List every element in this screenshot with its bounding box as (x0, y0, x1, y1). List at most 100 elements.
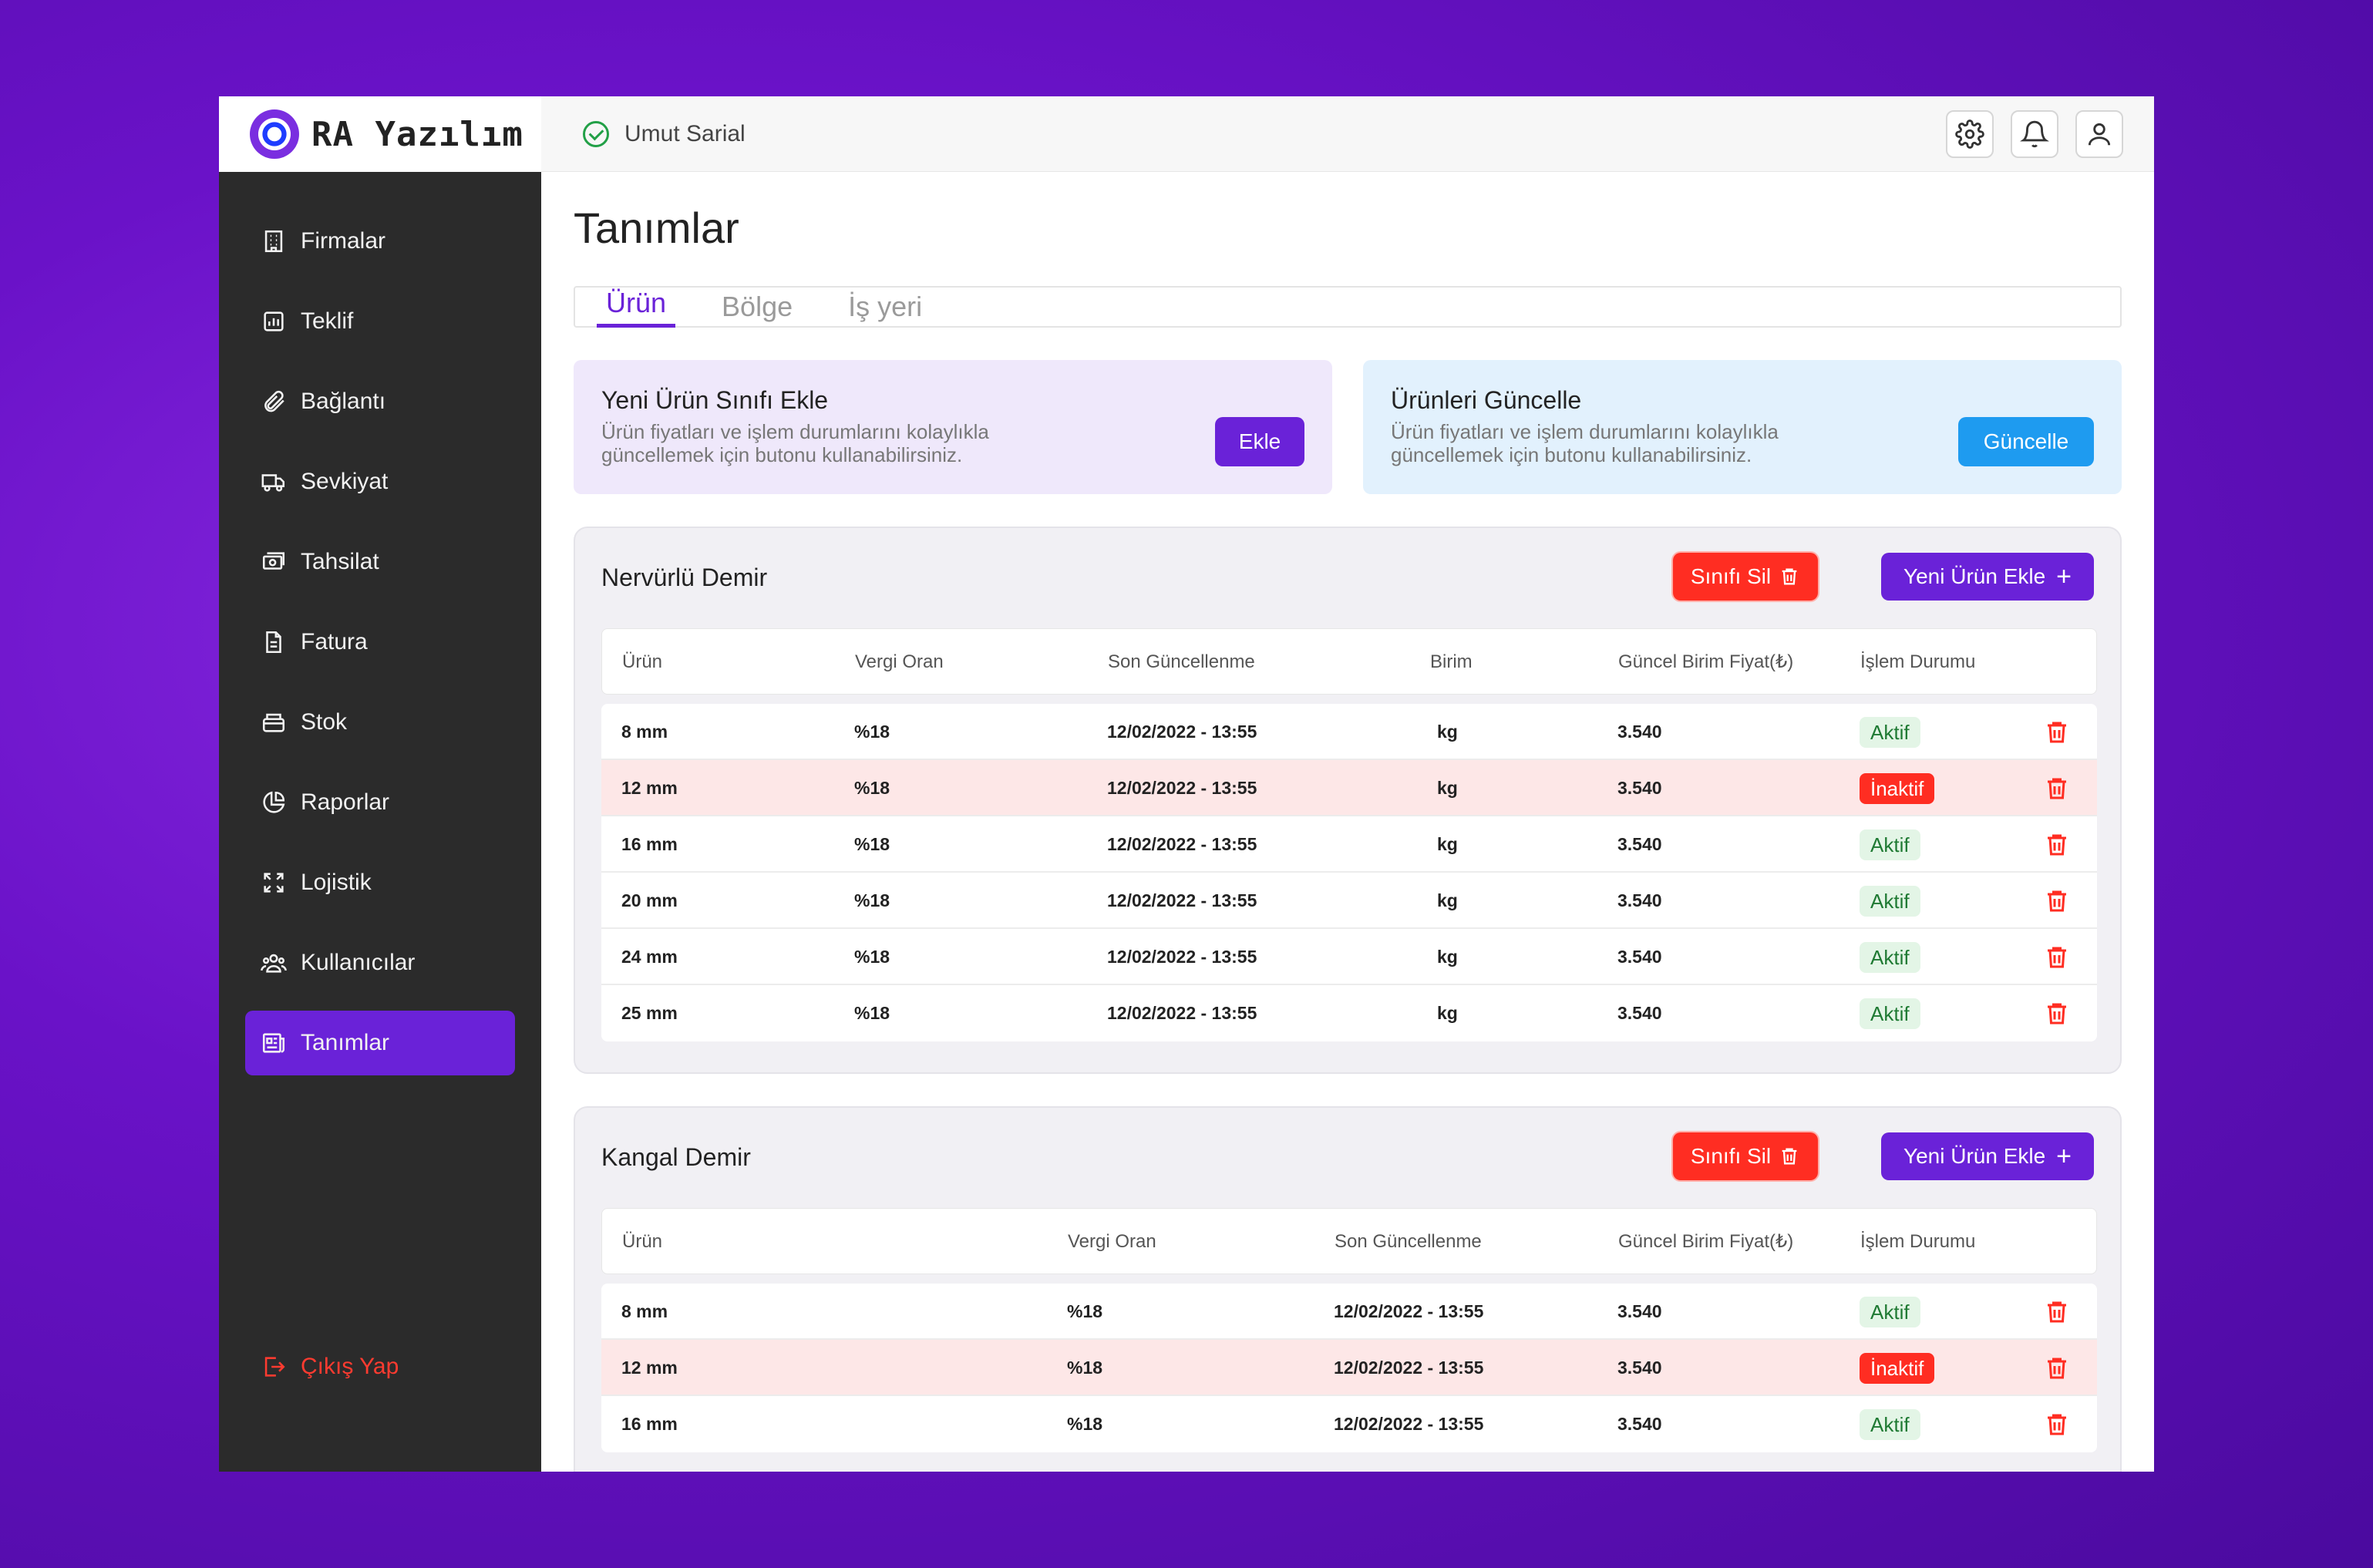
add-product-button[interactable]: Yeni Ürün Ekle + (1881, 1132, 2094, 1180)
column-header: Ürün (622, 1231, 663, 1252)
delete-row-button[interactable] (2043, 830, 2071, 860)
cell-vergi: %18 (854, 947, 890, 967)
table-row: 16 mm %18 12/02/2022 - 13:55 3.540 Aktif (601, 1396, 2097, 1452)
trash-icon (2048, 778, 2066, 799)
settings-button[interactable] (1946, 110, 1994, 158)
logo[interactable]: RA Yazılım (219, 96, 541, 172)
sidebar-item-lojistik[interactable]: Lojistik (245, 850, 515, 915)
sidebar-item-teklif[interactable]: Teklif (245, 289, 515, 354)
cell-fiyat: 3.540 (1617, 947, 1662, 967)
logo-text: RA Yazılım (311, 114, 523, 154)
sidebar-item-label: Stok (301, 709, 348, 735)
delete-class-label: Sınıfı Sil (1690, 1144, 1772, 1168)
table-row: 12 mm %18 12/02/2022 - 13:55 kg 3.540 İn… (601, 760, 2097, 816)
column-header: Vergi Oran (855, 651, 944, 672)
delete-row-button[interactable] (2043, 887, 2071, 916)
cell-urun: 8 mm (621, 1301, 668, 1321)
cell-birim: kg (1437, 947, 1458, 967)
delete-row-button[interactable] (2043, 1410, 2071, 1439)
tab-bolge[interactable]: Bölge (722, 291, 793, 322)
tab-urun[interactable]: Ürün (597, 287, 676, 328)
sidebar-item-baglanti[interactable]: Bağlantı (245, 369, 515, 434)
cell-fiyat: 3.540 (1617, 834, 1662, 854)
tab-is-yeri[interactable]: İş yeri (848, 291, 923, 322)
cell-tarih: 12/02/2022 - 13:55 (1107, 834, 1257, 854)
cell-vergi: %18 (854, 834, 890, 854)
document-icon (261, 629, 287, 655)
sidebar-item-label: Firmalar (301, 228, 385, 254)
table-body: 8 mm %18 12/02/2022 - 13:55 3.540 Aktif … (601, 1284, 2097, 1452)
gear-icon (1955, 119, 1984, 149)
sidebar-item-firmalar[interactable]: Firmalar (245, 209, 515, 274)
profile-button[interactable] (2075, 110, 2123, 158)
cell-birim: kg (1437, 834, 1458, 854)
plus-icon: + (2056, 562, 2072, 591)
main-content: Tanımlar Ürün Bölge İş yeri Yeni Ürün Sı… (541, 172, 2154, 1472)
box-icon (261, 709, 287, 735)
column-header: Güncel Birim Fiyat(₺) (1618, 1231, 1794, 1252)
add-product-label: Yeni Ürün Ekle (1903, 564, 2046, 588)
status-badge: Aktif (1860, 829, 1920, 860)
status-badge: Aktif (1860, 717, 1920, 748)
table-row: 25 mm %18 12/02/2022 - 13:55 kg 3.540 Ak… (601, 985, 2097, 1041)
column-header: Son Güncellenme (1335, 1231, 1482, 1252)
sidebar-item-tahsilat[interactable]: Tahsilat (245, 530, 515, 594)
trash-icon (1782, 1148, 1797, 1165)
cell-urun: 25 mm (621, 1003, 678, 1023)
cell-urun: 16 mm (621, 834, 678, 854)
users-icon (261, 950, 287, 976)
cell-fiyat: 3.540 (1617, 778, 1662, 798)
cell-urun: 20 mm (621, 890, 678, 910)
update-products-card: Ürünleri Güncelle Ürün fiyatları ve işle… (1363, 360, 2122, 494)
update-products-button[interactable]: Güncelle (1958, 417, 2094, 466)
building-icon (261, 228, 287, 254)
money-icon (261, 549, 287, 575)
add-class-title: Yeni Ürün Sınıfı Ekle (601, 386, 829, 414)
sidebar-item-raporlar[interactable]: Raporlar (245, 770, 515, 835)
delete-row-button[interactable] (2043, 718, 2071, 747)
delete-row-button[interactable] (2043, 1354, 2071, 1383)
delete-row-button[interactable] (2043, 999, 2071, 1028)
sidebar-item-stok[interactable]: Stok (245, 690, 515, 755)
sidebar-item-tanimlar[interactable]: Tanımlar (245, 1011, 515, 1075)
add-class-button[interactable]: Ekle (1215, 417, 1304, 466)
table-row: 24 mm %18 12/02/2022 - 13:55 kg 3.540 Ak… (601, 929, 2097, 985)
cell-birim: kg (1437, 1003, 1458, 1023)
cell-vergi: %18 (1067, 1358, 1103, 1378)
column-header: Vergi Oran (1068, 1231, 1156, 1252)
sidebar-item-kullanicilar[interactable]: Kullanıcılar (245, 930, 515, 995)
cell-fiyat: 3.540 (1617, 1358, 1662, 1378)
trash-icon (2048, 1003, 2066, 1025)
notifications-button[interactable] (2011, 110, 2058, 158)
sidebar-item-label: Tanımlar (301, 1030, 390, 1055)
status-badge: Aktif (1860, 886, 1920, 917)
sidebar-item-label: Kullanıcılar (301, 950, 416, 975)
user-name: Umut Sarial (624, 121, 746, 146)
add-class-card: Yeni Ürün Sınıfı Ekle Ürün fiyatları ve … (574, 360, 1332, 494)
cell-urun: 12 mm (621, 1358, 678, 1378)
tab-bar: Ürün Bölge İş yeri (574, 286, 2122, 328)
add-product-button[interactable]: Yeni Ürün Ekle + (1881, 553, 2094, 601)
cell-fiyat: 3.540 (1617, 722, 1662, 742)
sidebar-item-sevkiyat[interactable]: Sevkiyat (245, 449, 515, 514)
delete-class-button[interactable]: Sınıfı Sil (1673, 553, 1818, 601)
delete-class-label: Sınıfı Sil (1690, 564, 1772, 588)
trash-icon (2048, 1358, 2066, 1379)
trash-icon (2048, 890, 2066, 912)
delete-row-button[interactable] (2043, 774, 2071, 803)
logo-icon (250, 109, 299, 159)
cell-fiyat: 3.540 (1617, 1414, 1662, 1434)
product-group-nervurlu-demir: Nervürlü Demir Sınıfı Sil Yeni Ürün Ekle… (574, 527, 2122, 1074)
chart-icon (261, 308, 287, 335)
cell-fiyat: 3.540 (1617, 1003, 1662, 1023)
logout-button[interactable]: Çıkış Yap (245, 1334, 515, 1399)
update-products-title: Ürünleri Güncelle (1391, 386, 1582, 414)
delete-row-button[interactable] (2043, 1297, 2071, 1327)
delete-row-button[interactable] (2043, 943, 2071, 972)
delete-class-button[interactable]: Sınıfı Sil (1673, 1132, 1818, 1180)
cell-vergi: %18 (854, 722, 890, 742)
status-badge: İnaktif (1860, 1353, 1935, 1384)
group-title: Kangal Demir (601, 1143, 751, 1171)
sidebar-item-fatura[interactable]: Fatura (245, 610, 515, 675)
table-row: 8 mm %18 12/02/2022 - 13:55 3.540 Aktif (601, 1284, 2097, 1340)
